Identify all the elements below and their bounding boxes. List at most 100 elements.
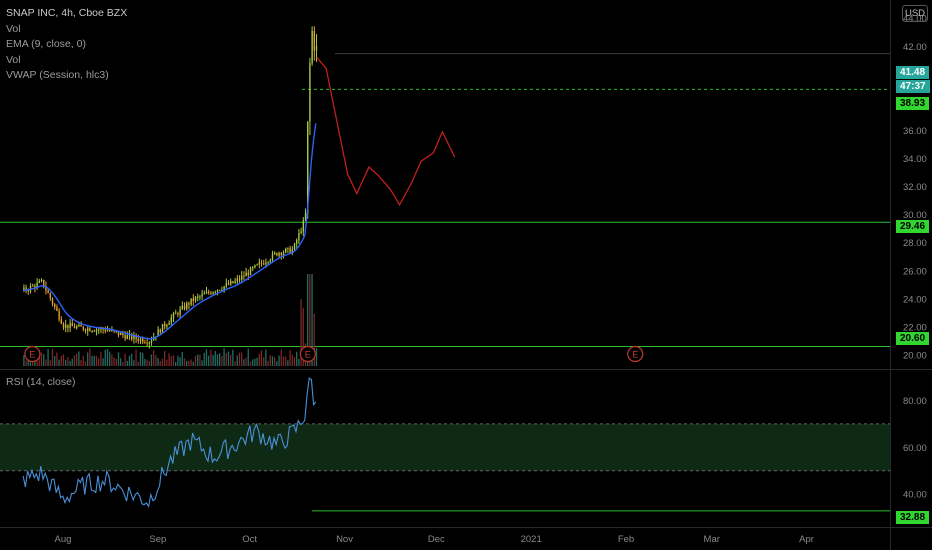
legend-title[interactable]: SNAP INC, 4h, Cboe BZX xyxy=(6,7,128,19)
candle-body xyxy=(291,249,294,254)
volume-bar xyxy=(49,360,51,366)
volume-bar xyxy=(298,358,300,366)
volume-bar xyxy=(232,349,234,366)
candle-body xyxy=(265,262,267,265)
candle-body xyxy=(65,324,67,328)
volume-bar xyxy=(199,354,201,366)
volume-bar xyxy=(166,359,168,366)
candle-body xyxy=(245,272,247,277)
volume-bar xyxy=(43,354,45,366)
volume-bar xyxy=(287,360,289,366)
time-tick-label: Nov xyxy=(336,534,353,545)
rsi-tick-label: 60.00 xyxy=(903,443,927,454)
candle-body xyxy=(221,289,223,291)
volume-bar xyxy=(40,352,43,366)
volume-bar xyxy=(124,353,126,366)
legend-line-vol-2[interactable]: Vol xyxy=(6,53,21,66)
volume-bar xyxy=(280,349,282,366)
candle-body xyxy=(276,252,278,256)
volume-bar xyxy=(117,352,120,366)
candle-body xyxy=(212,292,214,294)
volume-bar xyxy=(139,352,142,366)
candle-body xyxy=(227,283,230,285)
candle-body xyxy=(133,335,135,340)
volume-bar xyxy=(258,353,260,366)
volume-bar xyxy=(265,349,267,366)
volume-bar xyxy=(254,358,256,366)
volume-bar xyxy=(161,358,164,366)
candle-body xyxy=(80,324,82,327)
candle-body xyxy=(249,267,252,276)
candle-body xyxy=(170,317,173,323)
volume-bar xyxy=(87,352,89,366)
volume-bar xyxy=(214,350,216,366)
volume-bar xyxy=(113,357,115,366)
volume-bar xyxy=(78,351,80,366)
candle-body xyxy=(150,340,153,343)
volume-bar xyxy=(175,361,177,366)
candle-body xyxy=(225,283,228,287)
candle-body xyxy=(258,262,261,265)
price-tick-label: 26.00 xyxy=(903,266,927,277)
volume-bar xyxy=(208,355,210,366)
candle-body xyxy=(260,262,263,264)
time-tick-label: Apr xyxy=(799,534,814,545)
level-top-tag: 38.93 xyxy=(896,97,930,110)
volume-bar xyxy=(267,360,269,366)
candle-body xyxy=(159,329,162,333)
candle-body xyxy=(298,232,300,241)
candle-body xyxy=(315,46,318,51)
legend-line-vol[interactable]: Vol xyxy=(6,22,21,35)
volume-bar xyxy=(243,359,245,366)
currency-button[interactable]: USD xyxy=(902,5,928,22)
candle-body xyxy=(168,322,170,325)
price-tick-label: 30.00 xyxy=(903,210,927,221)
volume-bar xyxy=(34,358,36,366)
rsi-legend[interactable]: RSI (14, close) xyxy=(6,376,76,388)
volume-bars xyxy=(23,274,318,366)
candle-body xyxy=(54,304,56,307)
time-tick-label: Feb xyxy=(618,534,634,545)
volume-bar xyxy=(219,353,221,366)
volume-bar xyxy=(177,355,179,366)
volume-bar xyxy=(106,349,109,366)
candle-body xyxy=(271,253,274,260)
volume-bar xyxy=(241,352,243,366)
volume-bar xyxy=(93,355,95,366)
candle-body xyxy=(186,303,188,309)
volume-bar xyxy=(260,350,263,366)
candle-body xyxy=(71,323,74,327)
candle-body xyxy=(223,286,225,290)
candle-body xyxy=(214,291,217,293)
volume-bar xyxy=(131,353,133,366)
candle-body xyxy=(23,287,25,291)
volume-bar xyxy=(256,357,258,366)
candle-body xyxy=(137,338,140,341)
volume-bar xyxy=(210,349,212,366)
volume-bar xyxy=(23,355,25,366)
legend-line-ema[interactable]: EMA (9, close, 0) xyxy=(6,38,86,50)
candle-body xyxy=(194,297,197,301)
candle-body xyxy=(100,328,102,330)
volume-bar xyxy=(192,361,194,366)
candle-body xyxy=(177,313,179,315)
candle-body xyxy=(34,285,36,288)
volume-bar xyxy=(194,355,197,366)
candle-body xyxy=(230,281,232,285)
volume-bar xyxy=(159,361,161,366)
candle-body xyxy=(201,294,203,297)
volume-bar xyxy=(157,358,159,366)
candle-body xyxy=(238,278,241,280)
candle-body xyxy=(40,279,43,282)
candle-body xyxy=(89,328,91,332)
candle-body xyxy=(287,247,289,249)
candle-body xyxy=(98,329,100,331)
candle-body xyxy=(157,329,159,337)
candle-body xyxy=(58,310,60,320)
legend-line-vwap[interactable]: VWAP (Session, hlc3) xyxy=(6,69,109,81)
price-tick-label: 36.00 xyxy=(903,126,927,137)
candle-body xyxy=(252,267,254,269)
candle-body xyxy=(126,335,129,339)
volume-bar xyxy=(247,348,249,366)
